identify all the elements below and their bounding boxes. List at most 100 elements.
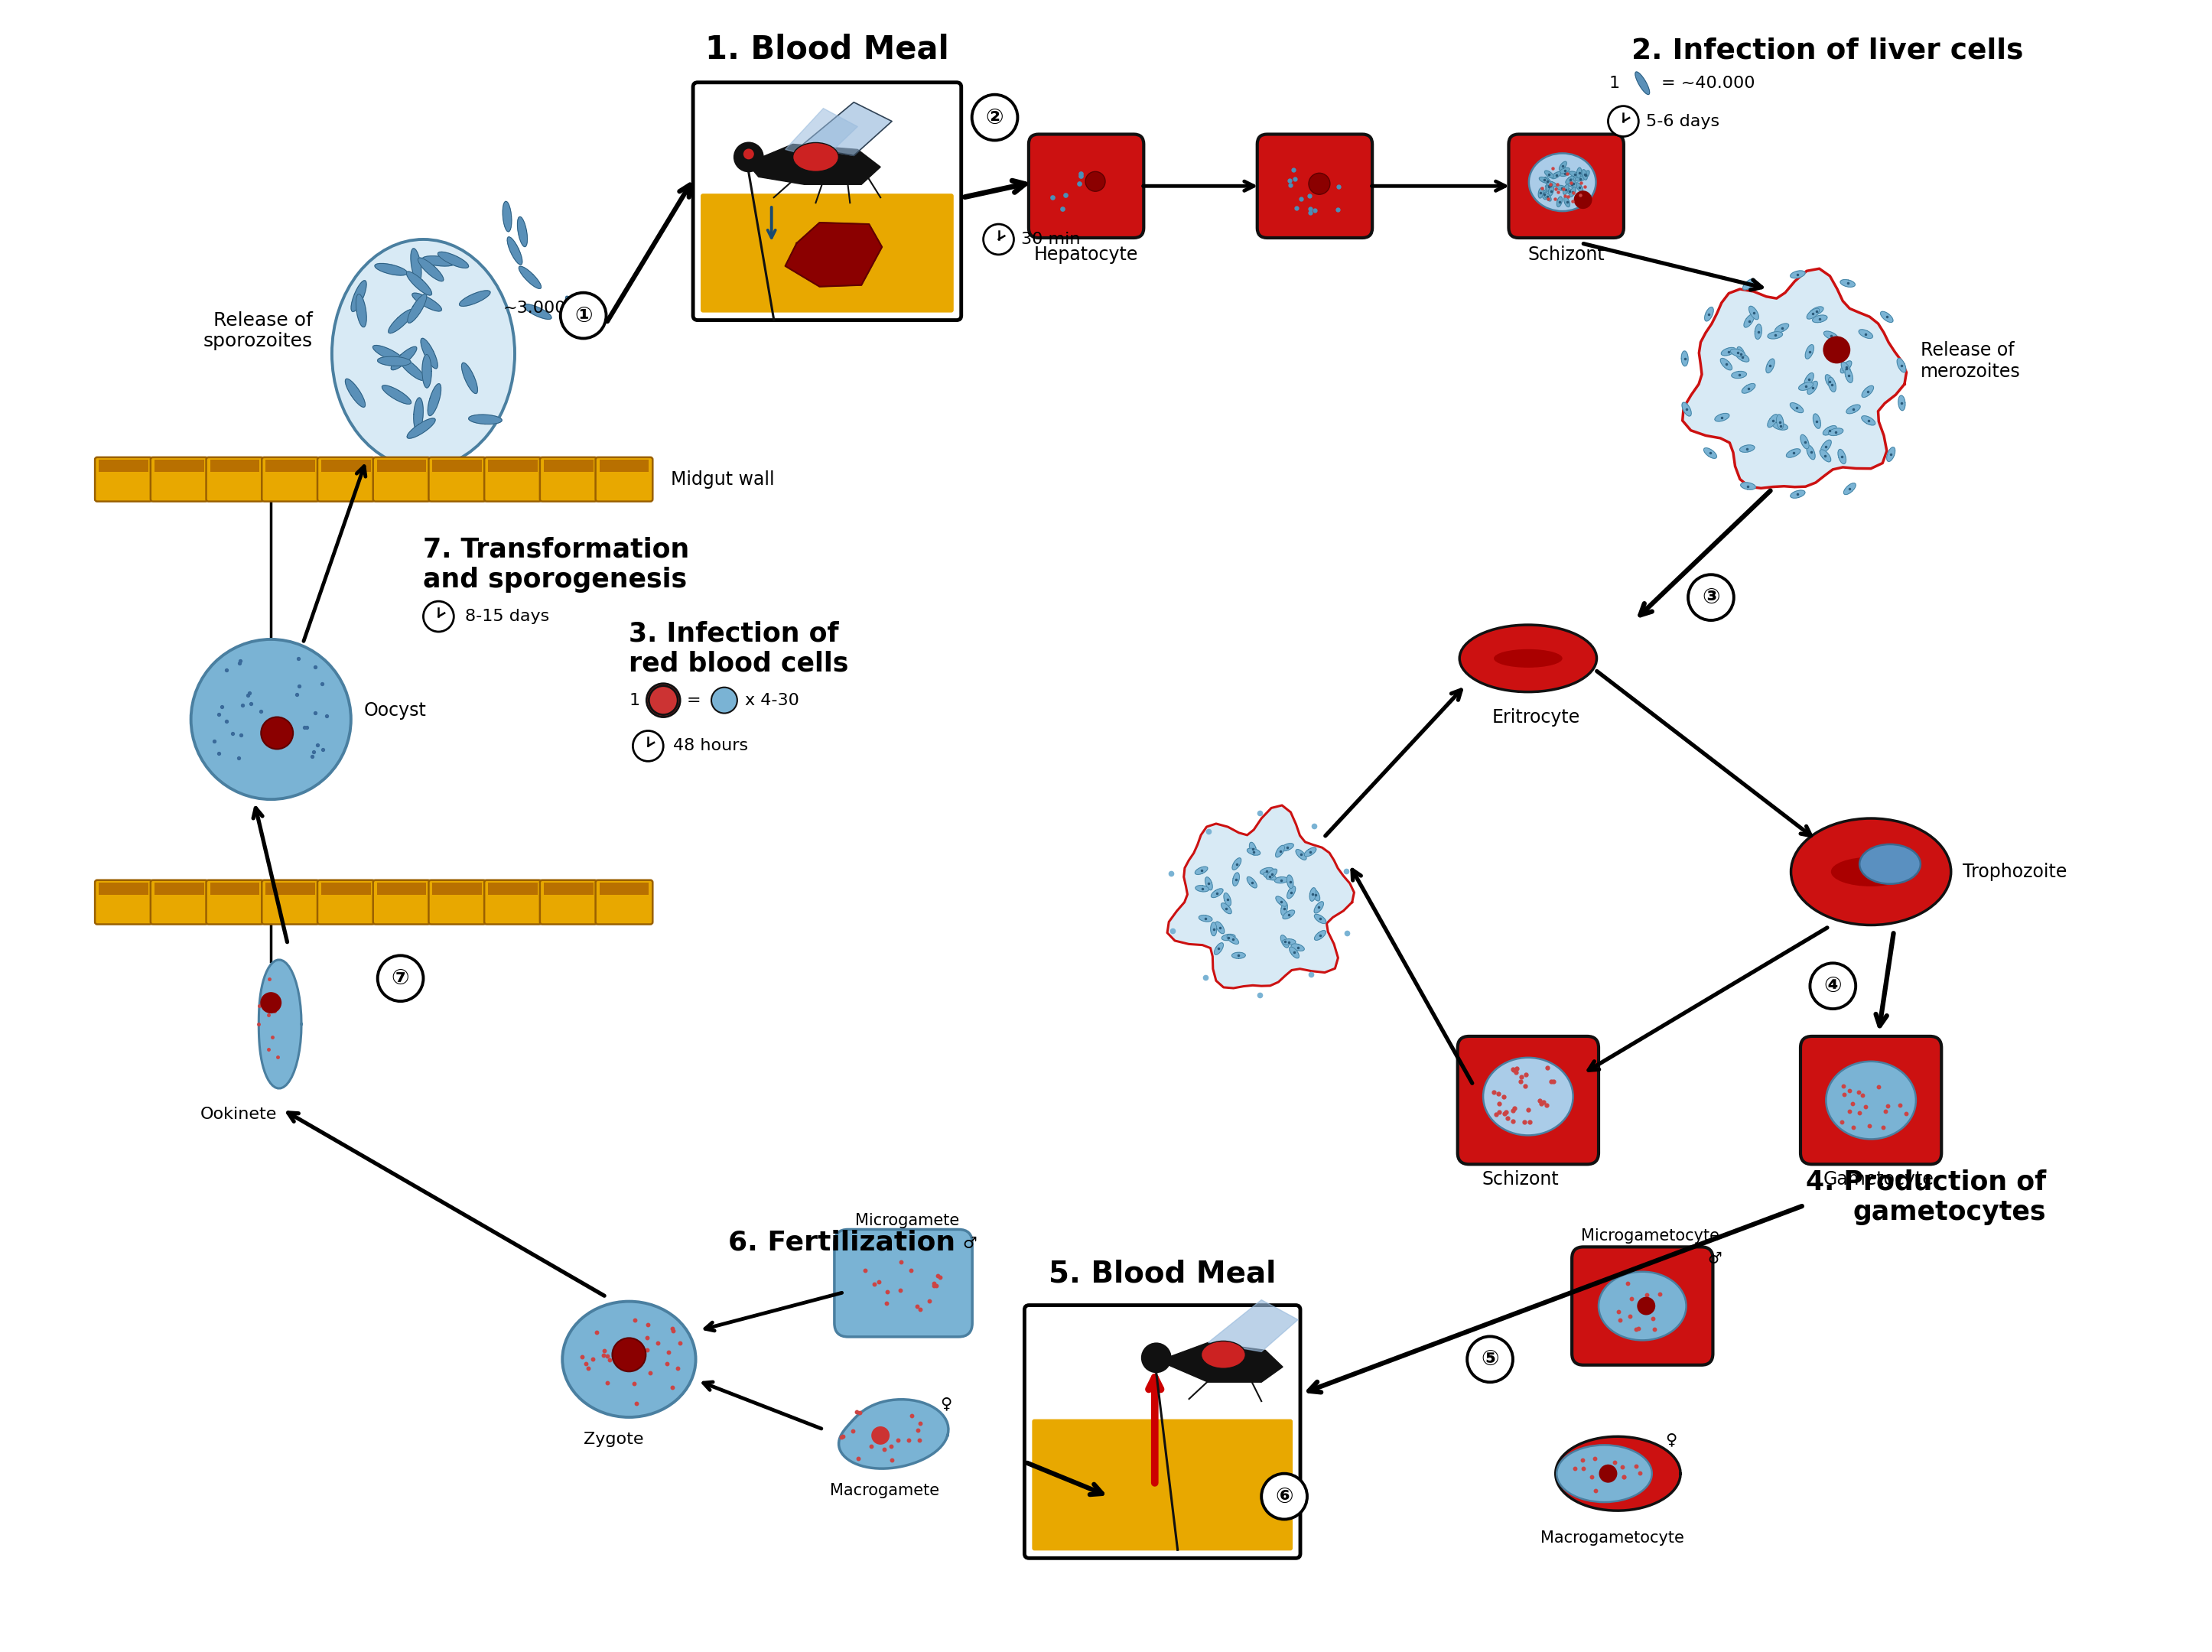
Polygon shape	[1814, 413, 1820, 428]
Polygon shape	[1287, 885, 1296, 899]
Polygon shape	[1714, 413, 1730, 421]
FancyBboxPatch shape	[95, 881, 153, 923]
Polygon shape	[785, 109, 858, 159]
Polygon shape	[1250, 843, 1256, 856]
Polygon shape	[1863, 416, 1876, 425]
FancyBboxPatch shape	[701, 193, 953, 312]
Polygon shape	[1863, 385, 1874, 396]
Text: 3. Infection of
red blood cells: 3. Infection of red blood cells	[628, 620, 849, 676]
Text: ⑦: ⑦	[392, 968, 409, 990]
Polygon shape	[1559, 169, 1571, 173]
Polygon shape	[1809, 307, 1823, 316]
FancyBboxPatch shape	[206, 458, 263, 502]
Polygon shape	[1290, 947, 1298, 958]
Text: ⑥: ⑥	[1276, 1485, 1294, 1507]
Bar	[155, 882, 204, 895]
Text: Macrogametocyte: Macrogametocyte	[1540, 1531, 1683, 1546]
Polygon shape	[1276, 846, 1285, 857]
Text: Schizont: Schizont	[1482, 1170, 1559, 1189]
Polygon shape	[1568, 187, 1575, 197]
Circle shape	[378, 955, 422, 1001]
Bar	[489, 882, 538, 895]
Polygon shape	[1754, 324, 1761, 339]
Polygon shape	[1199, 915, 1212, 922]
Polygon shape	[1898, 395, 1905, 410]
FancyBboxPatch shape	[1509, 134, 1624, 238]
Text: ~3.000: ~3.000	[504, 301, 566, 316]
Polygon shape	[1555, 1437, 1681, 1510]
Circle shape	[633, 730, 664, 762]
Polygon shape	[1767, 415, 1778, 428]
Polygon shape	[1310, 887, 1316, 900]
Bar	[155, 459, 204, 472]
Polygon shape	[259, 960, 301, 1089]
Text: Zygote: Zygote	[584, 1432, 644, 1447]
Ellipse shape	[1557, 1446, 1652, 1502]
Circle shape	[971, 94, 1018, 140]
FancyBboxPatch shape	[206, 881, 263, 923]
Polygon shape	[392, 347, 416, 370]
Polygon shape	[1564, 197, 1571, 206]
Text: Eritrocyte: Eritrocyte	[1491, 709, 1579, 727]
Polygon shape	[1575, 183, 1584, 192]
Polygon shape	[411, 292, 442, 311]
FancyBboxPatch shape	[1573, 1247, 1712, 1365]
Circle shape	[1573, 190, 1593, 208]
Bar	[100, 459, 148, 472]
Polygon shape	[1228, 935, 1239, 943]
Polygon shape	[1212, 889, 1223, 897]
Polygon shape	[1281, 844, 1294, 851]
Circle shape	[1141, 1343, 1172, 1373]
Ellipse shape	[648, 686, 677, 715]
Polygon shape	[1736, 347, 1745, 362]
FancyBboxPatch shape	[1029, 134, 1144, 238]
Circle shape	[190, 639, 352, 800]
Ellipse shape	[1860, 844, 1920, 884]
Bar	[376, 882, 427, 895]
Polygon shape	[520, 266, 542, 289]
Polygon shape	[1274, 877, 1287, 884]
Text: = ~40.000: = ~40.000	[1661, 76, 1754, 91]
FancyBboxPatch shape	[374, 881, 429, 923]
FancyBboxPatch shape	[150, 458, 208, 502]
Text: Trophozoite: Trophozoite	[1962, 862, 2066, 881]
Polygon shape	[1248, 877, 1256, 887]
Polygon shape	[352, 281, 367, 312]
Polygon shape	[1305, 847, 1316, 856]
Bar	[265, 459, 314, 472]
Polygon shape	[1283, 938, 1296, 945]
Polygon shape	[1221, 933, 1234, 940]
Polygon shape	[1829, 428, 1843, 436]
Ellipse shape	[1460, 624, 1597, 692]
Polygon shape	[566, 296, 577, 320]
Polygon shape	[1292, 943, 1305, 952]
Polygon shape	[1568, 182, 1577, 188]
Text: Hepatocyte: Hepatocyte	[1033, 246, 1139, 264]
Polygon shape	[1776, 415, 1783, 430]
Polygon shape	[1730, 349, 1745, 357]
Polygon shape	[378, 357, 411, 367]
Text: 7. Transformation
and sporogenesis: 7. Transformation and sporogenesis	[422, 537, 690, 593]
Polygon shape	[1765, 358, 1774, 373]
Text: 48 hours: 48 hours	[672, 738, 748, 753]
Polygon shape	[1283, 910, 1294, 919]
FancyBboxPatch shape	[316, 458, 374, 502]
FancyBboxPatch shape	[540, 458, 597, 502]
Polygon shape	[398, 357, 425, 380]
Polygon shape	[502, 202, 511, 231]
Ellipse shape	[332, 240, 515, 468]
Polygon shape	[1721, 358, 1732, 370]
Text: Release of
sporozoites: Release of sporozoites	[204, 311, 312, 350]
FancyBboxPatch shape	[1801, 1036, 1942, 1165]
FancyBboxPatch shape	[1256, 134, 1371, 238]
FancyBboxPatch shape	[261, 458, 319, 502]
FancyBboxPatch shape	[692, 83, 962, 320]
Polygon shape	[1790, 271, 1805, 278]
Text: Oocyst: Oocyst	[365, 700, 427, 719]
FancyBboxPatch shape	[95, 458, 153, 502]
Polygon shape	[1194, 885, 1210, 892]
Bar	[321, 882, 372, 895]
Text: ④: ④	[1825, 975, 1843, 996]
Polygon shape	[1798, 382, 1814, 390]
Ellipse shape	[1827, 1062, 1916, 1140]
